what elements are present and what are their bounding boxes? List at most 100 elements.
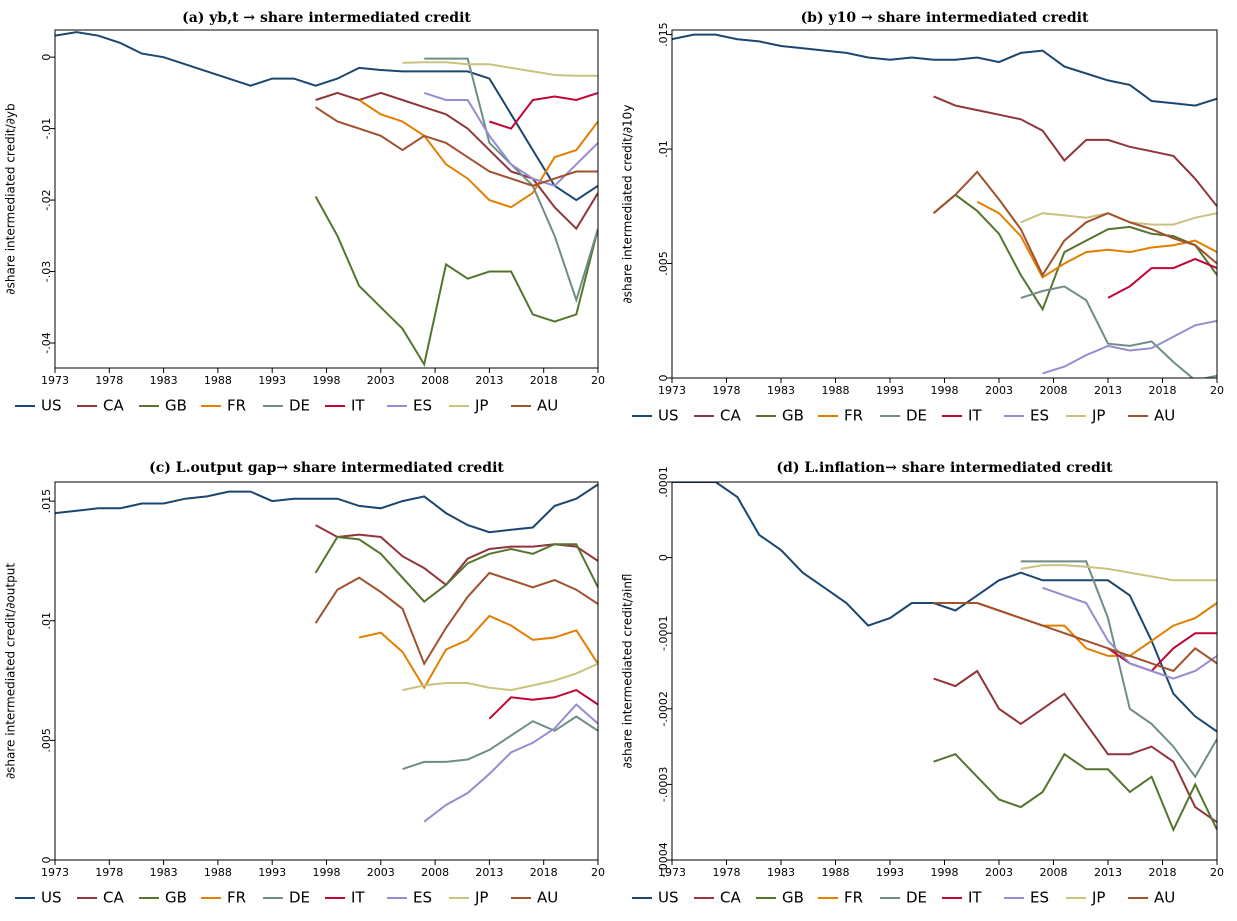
series-line	[402, 662, 598, 692]
x-tick-label: 1993	[876, 384, 904, 397]
panel-title: (a) yb,t → share intermediated credit	[182, 10, 471, 26]
legend-label: DE	[289, 889, 310, 907]
y-tick-label: .015	[40, 489, 53, 514]
series-line	[488, 688, 598, 720]
legend-label: CA	[103, 889, 124, 907]
x-tick-label: 20	[1210, 384, 1224, 397]
legend-label: JP	[474, 889, 488, 907]
series-line	[933, 669, 1217, 824]
x-tick-label: 2013	[1094, 866, 1122, 879]
y-tick-label: .015	[657, 22, 670, 47]
series-line	[672, 33, 1217, 107]
x-tick-label: 1973	[41, 374, 69, 387]
x-tick-label: 1998	[931, 384, 959, 397]
series-line	[55, 483, 598, 534]
legend-label: FR	[844, 889, 863, 907]
x-tick-label: 1978	[713, 384, 741, 397]
y-tick-label: -.02	[40, 189, 53, 210]
panel: (a) yb,t → share intermediated credit ∂sh…	[4, 10, 606, 415]
legend-label: CA	[103, 397, 124, 415]
series-line	[976, 602, 1217, 657]
series-line	[1042, 586, 1217, 680]
series-line	[933, 752, 1217, 833]
plot-frame	[671, 481, 1218, 861]
panel-title: (b) y10 → share intermediated credit	[801, 10, 1089, 26]
series-line	[423, 703, 598, 823]
series-line	[933, 602, 1217, 673]
series-line	[315, 524, 598, 587]
y-tick-label: -.0003	[657, 767, 670, 802]
y-tick-label: -.0001	[657, 615, 670, 650]
legend-label: ES	[413, 889, 432, 907]
legend-label: DE	[289, 397, 310, 415]
series-line	[1020, 564, 1217, 582]
legend-label: US	[41, 397, 62, 415]
y-axis-label: ∂share intermediated credit/∂10y	[621, 105, 635, 304]
y-tick-label: 0	[657, 554, 670, 561]
x-tick-label: 1973	[41, 866, 69, 879]
plot-frame	[54, 29, 599, 369]
x-tick-label: 2003	[367, 866, 395, 879]
y-tick-label: 0	[40, 857, 53, 864]
legend-label: ES	[1030, 407, 1049, 425]
x-tick-label: 1988	[822, 866, 850, 879]
legend-label: US	[658, 407, 679, 425]
series-line	[672, 482, 1217, 733]
legend-label: GB	[165, 397, 187, 415]
series-line	[314, 196, 598, 368]
x-tick-label: 1988	[204, 374, 232, 387]
series-line	[358, 99, 598, 209]
legend-label: GB	[165, 889, 187, 907]
y-tick-label: .0001	[657, 466, 670, 498]
x-tick-label: 1998	[313, 374, 341, 387]
x-tick-label: 1973	[658, 866, 686, 879]
x-tick-label: 1993	[258, 374, 286, 387]
panel: (d) L.inflation→ share intermediated cre…	[621, 460, 1225, 907]
x-tick-label: 1998	[931, 866, 959, 879]
y-tick-label: .005	[657, 251, 670, 276]
x-tick-label: 2008	[421, 374, 449, 387]
legend-label: IT	[351, 889, 365, 907]
x-tick-label: 2013	[1094, 384, 1122, 397]
x-tick-label: 1978	[713, 866, 741, 879]
x-tick-label: 1983	[150, 866, 178, 879]
series-line	[1020, 212, 1217, 226]
series-line	[315, 91, 598, 231]
legend-label: FR	[844, 407, 863, 425]
legend-label: US	[41, 889, 62, 907]
x-tick-label: 2003	[367, 374, 395, 387]
series-line	[932, 170, 1217, 278]
series-line	[1020, 560, 1217, 779]
panel-title: (d) L.inflation→ share intermediated cre…	[776, 460, 1113, 476]
series-line	[315, 106, 598, 187]
legend-label: AU	[537, 889, 558, 907]
x-tick-label: 1988	[822, 384, 850, 397]
legend-label: ES	[413, 397, 432, 415]
plot-frame	[54, 481, 599, 861]
x-tick-label: 1983	[767, 384, 795, 397]
series-line	[402, 61, 598, 77]
plot-frame	[671, 29, 1218, 379]
x-tick-label: 2013	[475, 374, 503, 387]
legend-label: AU	[537, 397, 558, 415]
series-line	[1020, 285, 1217, 378]
x-tick-label: 1993	[258, 866, 286, 879]
x-tick-label: 2003	[985, 384, 1013, 397]
y-tick-label: -.04	[40, 332, 53, 353]
y-tick-label: -.0004	[657, 842, 670, 877]
legend-label: IT	[968, 889, 982, 907]
x-tick-label: 20	[1210, 866, 1224, 879]
legend-label: FR	[227, 889, 246, 907]
series-line	[55, 31, 598, 202]
series-line	[314, 571, 598, 667]
legend-label: IT	[351, 397, 365, 415]
series-line	[314, 535, 598, 603]
x-tick-label: 2018	[530, 866, 558, 879]
x-tick-label: 1983	[767, 866, 795, 879]
x-tick-label: 2013	[475, 866, 503, 879]
legend-label: ES	[1030, 889, 1049, 907]
x-tick-label: 1988	[204, 866, 232, 879]
legend-label: JP	[474, 397, 488, 415]
legend-label: CA	[720, 889, 741, 907]
